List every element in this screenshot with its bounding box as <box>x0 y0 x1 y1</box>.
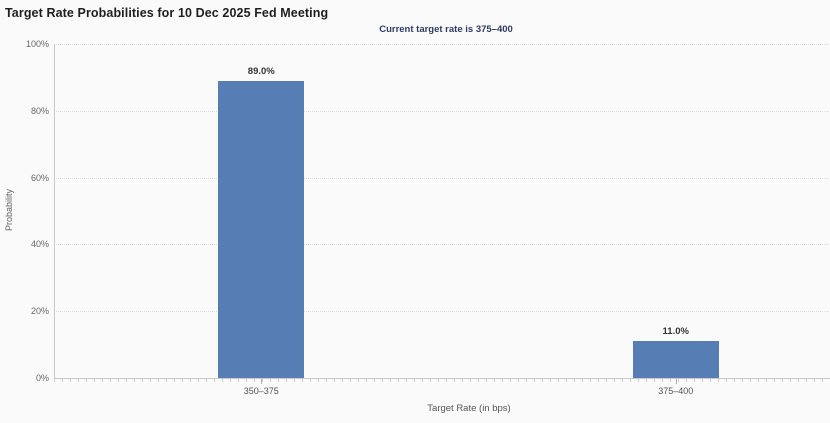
bar-value-label: 89.0% <box>247 65 275 77</box>
x-axis-category-tick <box>261 379 263 384</box>
y-tick-label: 20% <box>30 306 49 317</box>
chart-subtitle: Current target rate is 375–400 <box>379 24 513 35</box>
horizontal-gridline <box>54 244 830 246</box>
y-tick-label: 0% <box>35 373 49 383</box>
y-tick-label: 40% <box>30 239 49 250</box>
bar-value-label: 11.0% <box>662 326 689 338</box>
x-tick-label: 350–375 <box>243 386 279 396</box>
x-axis-minor-ticks <box>54 379 830 382</box>
x-axis-category-tick <box>675 379 677 384</box>
y-axis-line <box>54 44 55 378</box>
horizontal-gridline <box>54 311 830 313</box>
y-tick-label: 100% <box>25 39 49 49</box>
bar[interactable] <box>218 80 305 378</box>
x-tick-label: 375–400 <box>658 386 694 396</box>
horizontal-gridline <box>54 44 830 45</box>
chart-title: Target Rate Probabilities for 10 Dec 202… <box>5 6 329 20</box>
y-tick-label: 80% <box>30 105 49 116</box>
bar[interactable] <box>632 341 719 378</box>
horizontal-gridline <box>54 110 830 112</box>
x-axis-line <box>54 378 830 379</box>
horizontal-gridline <box>54 177 830 179</box>
y-tick-label: 60% <box>30 172 49 183</box>
x-axis-title: Target Rate (in bps) <box>427 403 511 414</box>
